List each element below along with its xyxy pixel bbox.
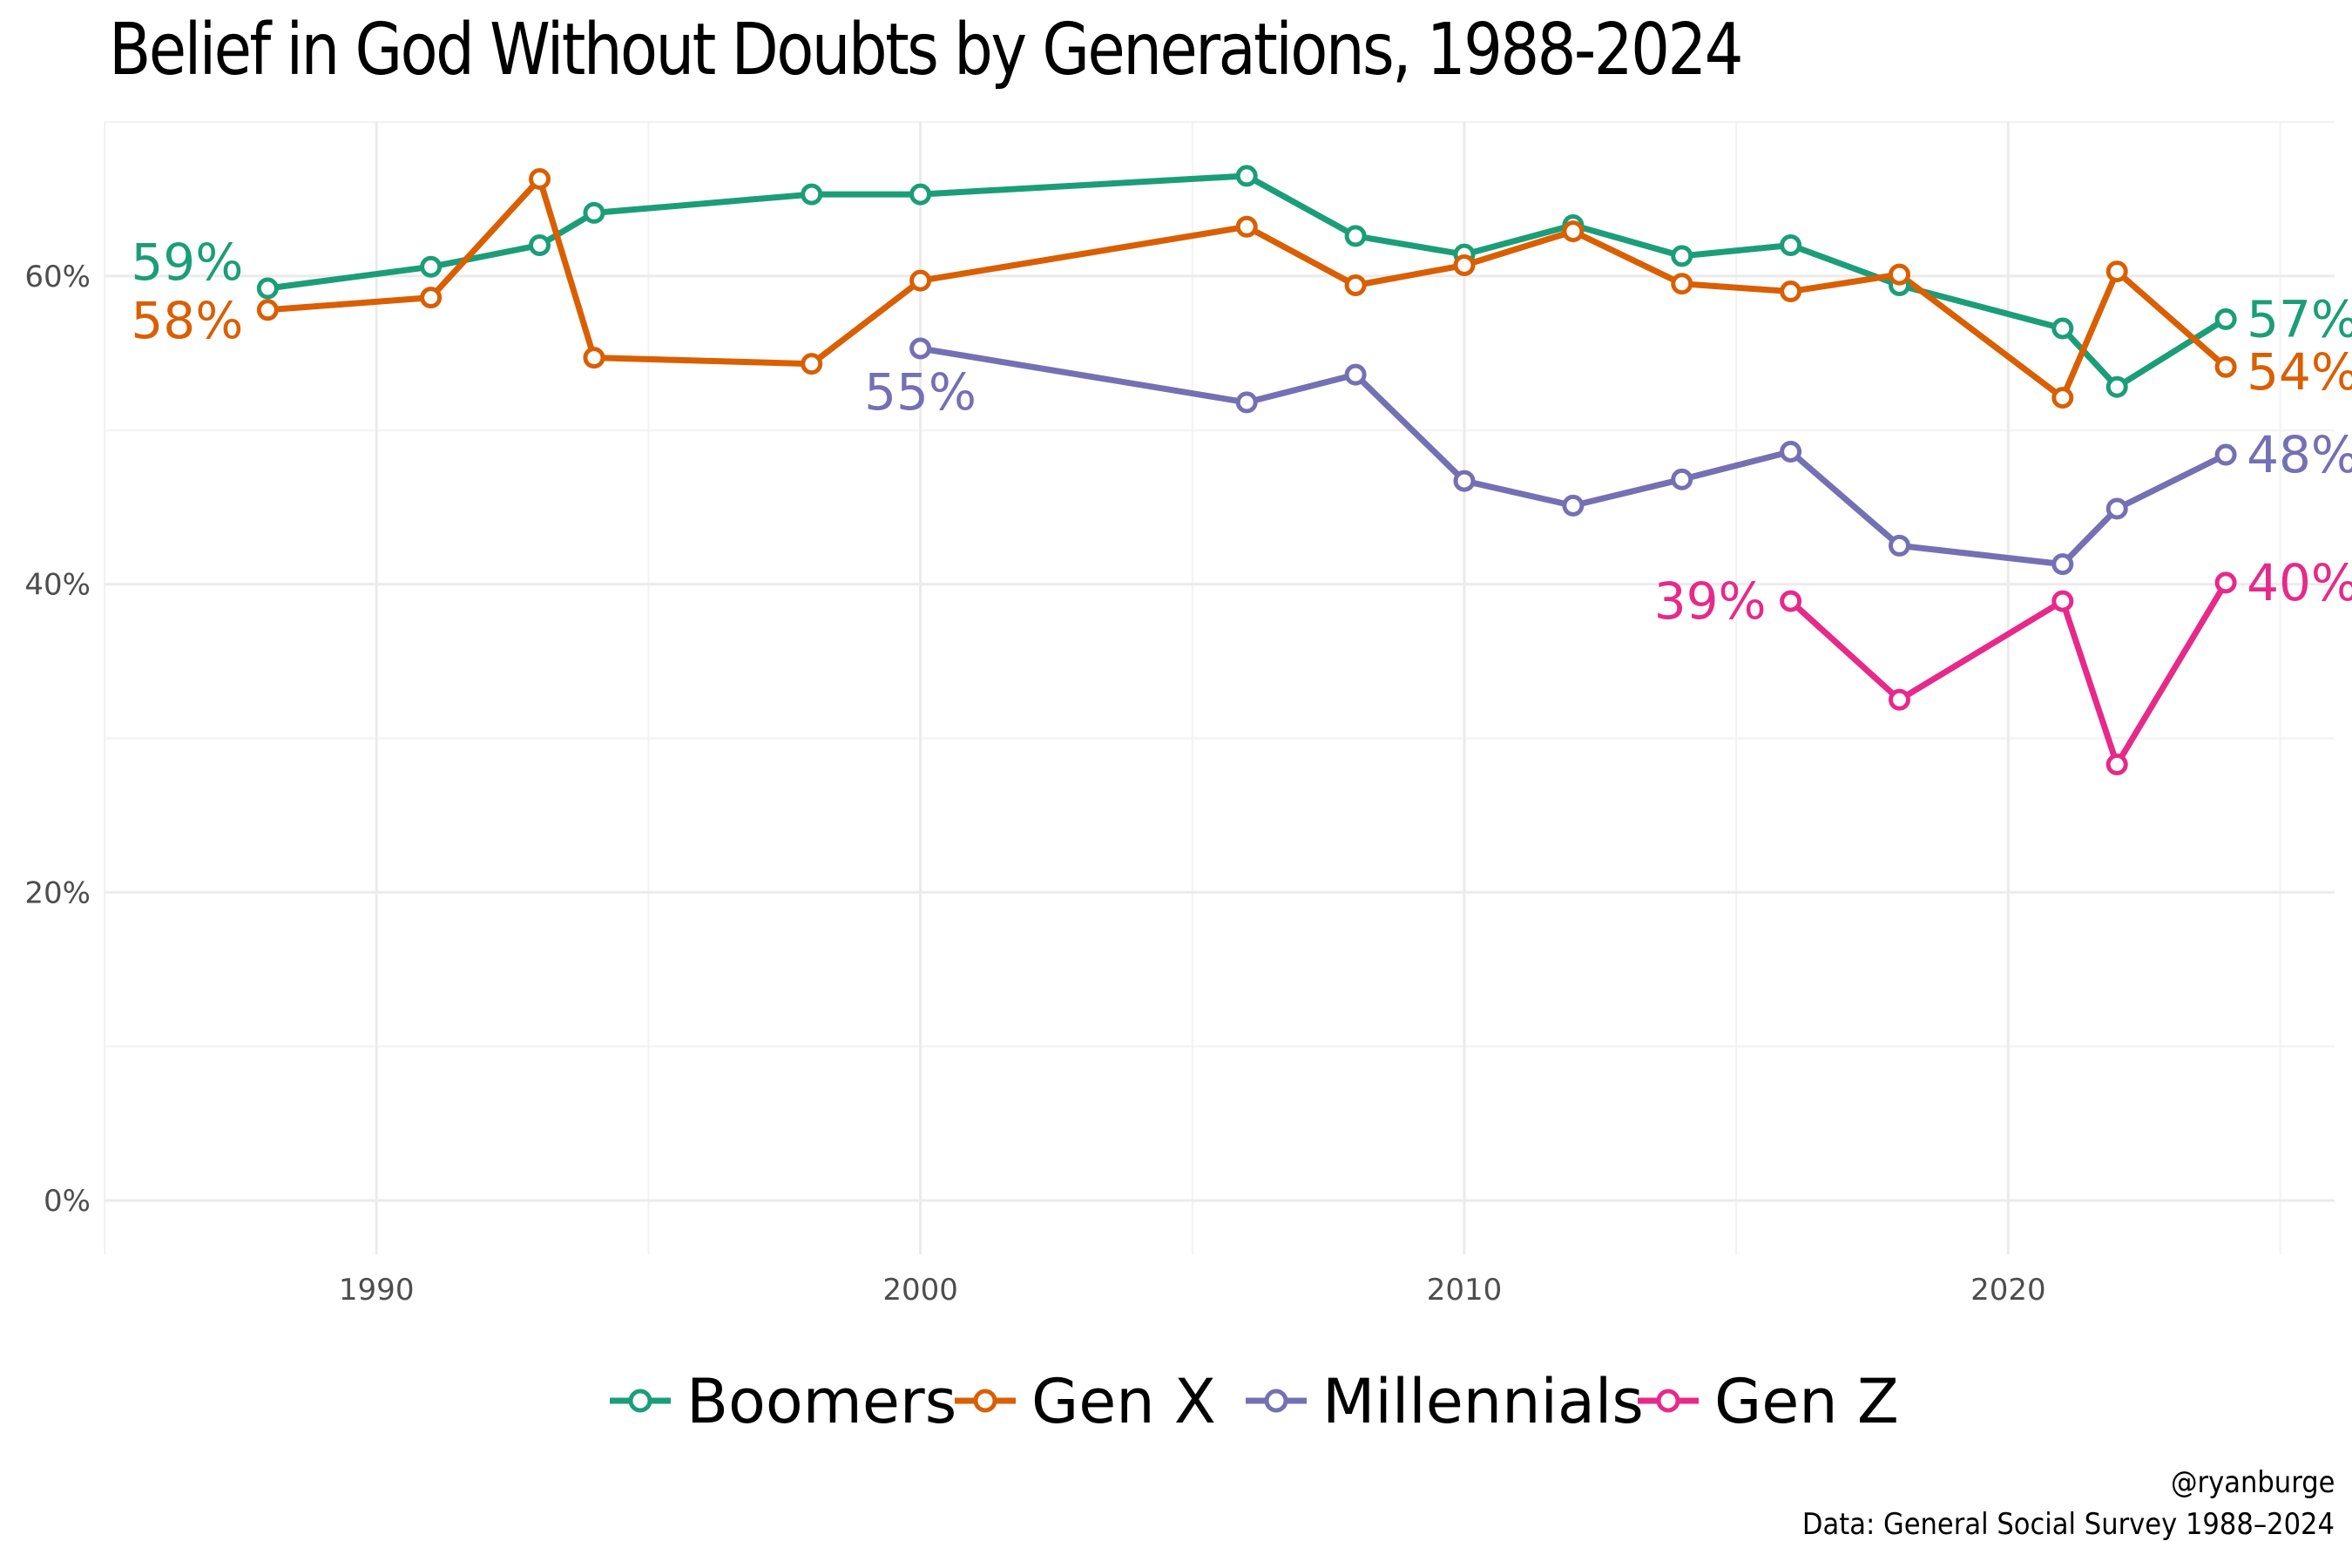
data-point — [583, 347, 605, 369]
data-point — [1344, 274, 1367, 296]
legend-key-point — [1264, 1389, 1288, 1413]
data-point — [2051, 590, 2074, 612]
value-label: 40% — [2247, 553, 2352, 612]
series-line-gen-x — [264, 175, 2229, 402]
data-point — [2105, 754, 2128, 776]
legend-label: Millennials — [1322, 1366, 1644, 1437]
data-point — [1780, 280, 1802, 303]
data-point — [1344, 363, 1367, 386]
data-point — [2051, 317, 2074, 340]
data-point — [1780, 441, 1802, 463]
x-tick-label: 2000 — [882, 1273, 958, 1308]
data-point — [1453, 253, 1476, 276]
data-point — [2105, 497, 2128, 520]
data-point — [256, 299, 279, 321]
value-label: 48% — [2247, 425, 2352, 484]
data-point — [1235, 391, 1258, 414]
y-tick-label: 0% — [44, 1184, 91, 1219]
data-point — [1562, 220, 1585, 243]
value-label: 55% — [864, 362, 977, 422]
data-point — [1780, 590, 1802, 612]
data-point — [801, 183, 823, 206]
data-point — [801, 353, 823, 375]
data-point — [420, 255, 443, 278]
value-label: 59% — [131, 233, 243, 292]
data-point — [529, 233, 551, 256]
caption-handle: @ryanburge — [2170, 1465, 2335, 1500]
data-point — [909, 337, 932, 360]
data-point — [529, 167, 551, 190]
data-point — [909, 269, 932, 292]
legend-key-point — [973, 1389, 997, 1413]
data-point — [1453, 470, 1476, 492]
data-point — [583, 201, 605, 224]
x-tick-label: 2010 — [1427, 1273, 1503, 1308]
y-tick-label: 40% — [24, 568, 91, 603]
data-point — [2214, 355, 2237, 378]
data-point — [909, 183, 932, 206]
data-point — [1888, 263, 1910, 286]
data-point — [1562, 494, 1585, 517]
legend-key-point — [628, 1389, 652, 1413]
data-point — [420, 287, 443, 309]
caption-source: Data: General Social Survey 1988–2024 — [1801, 1507, 2335, 1542]
data-point — [2214, 443, 2237, 466]
chart-title: Belief in God Without Doubts by Generati… — [109, 9, 1744, 91]
data-point — [1888, 534, 1910, 557]
data-point — [1235, 165, 1258, 187]
data-point — [2105, 375, 2128, 398]
data-point — [2214, 571, 2237, 594]
legend-label: Gen Z — [1714, 1366, 1899, 1437]
value-label: 58% — [131, 291, 243, 350]
data-point — [1671, 273, 1693, 295]
legend-label: Gen X — [1031, 1366, 1216, 1437]
data-point — [2051, 553, 2074, 576]
data-point — [2214, 308, 2237, 330]
data-point — [1780, 233, 1802, 256]
data-point — [2051, 387, 2074, 409]
value-label: 57% — [2247, 289, 2352, 348]
y-tick-label: 60% — [24, 260, 91, 294]
data-point — [1888, 688, 1910, 711]
value-label: 39% — [1654, 571, 1767, 631]
data-point — [1671, 468, 1693, 490]
data-point — [256, 277, 279, 300]
data-point — [1235, 215, 1258, 238]
legend-label: Boomers — [686, 1366, 956, 1437]
data-point — [1671, 245, 1693, 267]
series-line-boomers — [264, 172, 2229, 390]
data-point — [2105, 260, 2128, 283]
legend-key-point — [1656, 1389, 1680, 1413]
data-point — [1344, 225, 1367, 247]
series-line-millennials — [917, 345, 2229, 568]
x-tick-label: 2020 — [1970, 1273, 2046, 1308]
x-tick-label: 1990 — [339, 1273, 415, 1308]
y-tick-label: 20% — [24, 875, 91, 910]
value-label: 54% — [2247, 342, 2352, 402]
